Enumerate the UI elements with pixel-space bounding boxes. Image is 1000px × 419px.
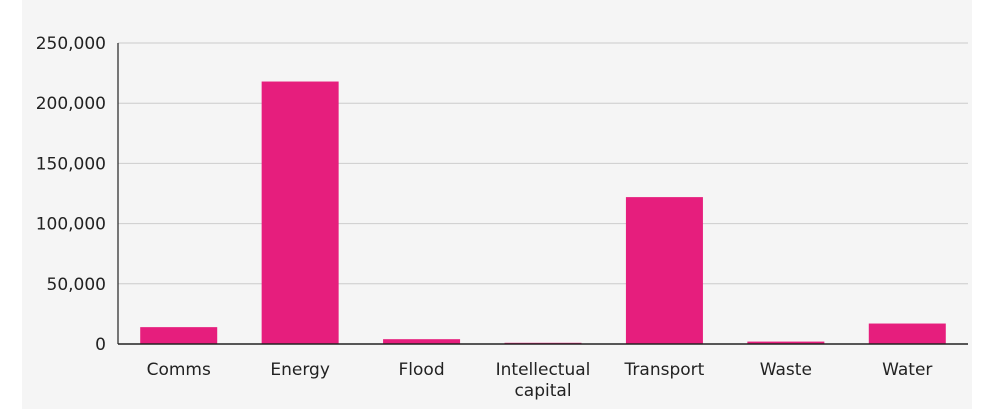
y-tick-label: 0 [95,335,106,355]
x-category-label: Energy [270,360,330,380]
x-category-label: Flood [399,360,445,380]
x-category-label: Comms [147,360,211,380]
bar-comms [140,327,218,344]
bar-transport [625,197,703,344]
x-category-label: Waste [760,360,812,380]
bar-flood [383,339,461,344]
x-category-label: Transport [624,360,705,380]
y-tick-label: 150,000 [36,154,106,174]
x-category-label: Intellectual [496,360,591,380]
gridlines [118,42,968,285]
bar-energy [261,81,339,344]
bar-waste [747,341,825,344]
y-tick-label: 50,000 [47,275,106,295]
y-tick-label: 200,000 [36,94,106,114]
x-category-label: Water [882,360,932,380]
bar-water [868,323,946,344]
bars [140,81,946,344]
y-tick-label: 100,000 [36,215,106,235]
y-tick-label: 250,000 [36,34,106,54]
y-axis-ticks: 0 50,000 100,000 150,000 200,000 250,000 [36,34,106,355]
x-category-label: capital [514,381,571,401]
